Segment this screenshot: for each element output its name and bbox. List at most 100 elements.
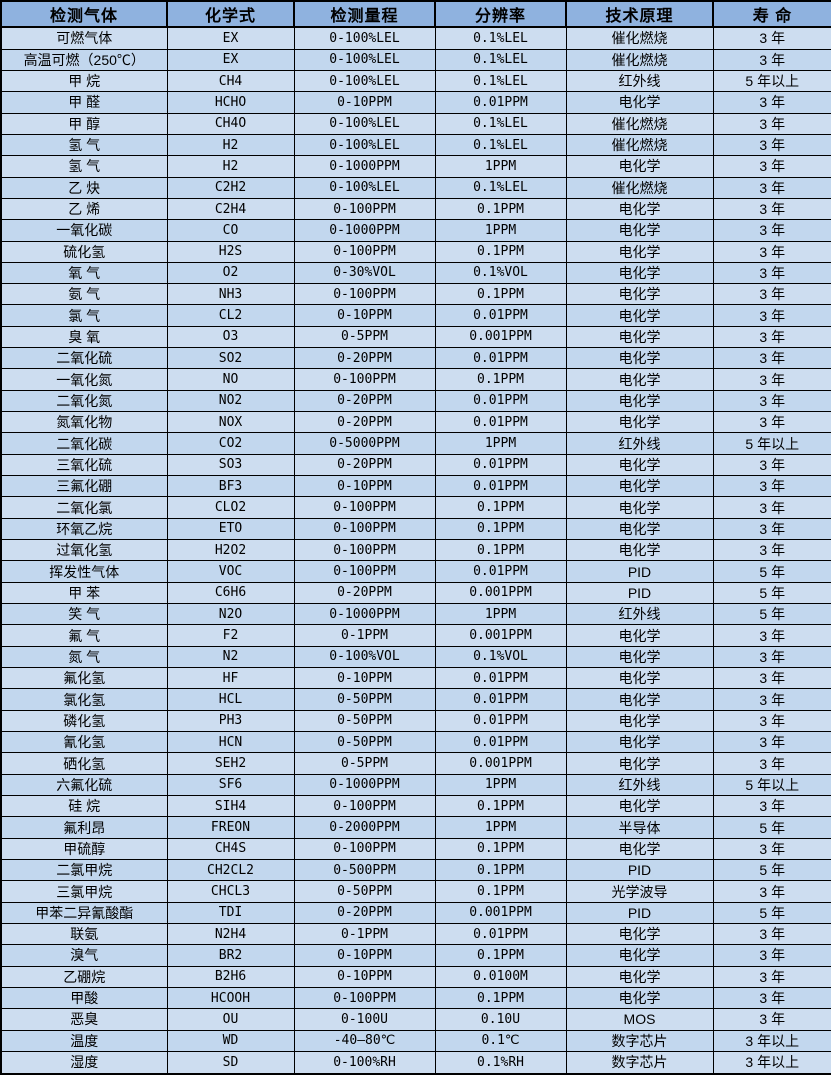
cell-lifespan: 3 年 xyxy=(712,539,831,562)
cell-lifespan: 3 年 xyxy=(712,795,831,818)
table-row: 氟利昂 FREON 0-2000PPM 1PPM 半导体 5 年 xyxy=(0,816,831,839)
cell-principle: 电化学 xyxy=(565,411,714,434)
cell-resolution: 0.001PPM xyxy=(434,752,567,775)
cell-lifespan: 3 年 xyxy=(712,880,831,903)
cell-principle: 电化学 xyxy=(565,837,714,861)
table-row: 三氟化硼 BF3 0-10PPM 0.01PPM 电化学 3 年 xyxy=(0,475,831,498)
cell-formula: EX xyxy=(166,48,295,71)
table-row: 乙硼烷 B2H6 0-10PPM 0.0100M 电化学 3 年 xyxy=(0,965,831,988)
table-row: 溴气 BR2 0-10PPM 0.1PPM 电化学 3 年 xyxy=(0,944,831,967)
cell-range: 0-1000PPM xyxy=(293,603,436,626)
cell-range: 0-100PPM xyxy=(293,197,436,221)
cell-principle: 红外线 xyxy=(565,432,714,455)
cell-range: 0-100PPM xyxy=(293,496,436,519)
cell-principle: 催化燃烧 xyxy=(565,48,714,71)
cell-gas: 温度 xyxy=(0,1029,168,1052)
cell-resolution: 1PPM xyxy=(434,155,567,178)
cell-lifespan: 5 年 xyxy=(712,859,831,882)
table-row: 甲 醛 HCHO 0-10PPM 0.01PPM 电化学 3 年 xyxy=(0,91,831,114)
cell-resolution: 0.01PPM xyxy=(434,731,567,754)
cell-principle: 红外线 xyxy=(565,69,714,93)
table-row: 甲 烷 CH4 0-100%LEL 0.1%LEL 红外线 5 年以上 xyxy=(0,69,831,93)
table-row: 三氯甲烷 CHCL3 0-50PPM 0.1PPM 光学波导 3 年 xyxy=(0,880,831,903)
cell-principle: 电化学 xyxy=(565,155,714,178)
cell-lifespan: 3 年 xyxy=(712,475,831,498)
cell-range: 0-50PPM xyxy=(293,709,436,733)
cell-formula: O2 xyxy=(166,261,295,285)
cell-lifespan: 3 年 xyxy=(712,240,831,263)
table-row: 硫化氢 H2S 0-100PPM 0.1PPM 电化学 3 年 xyxy=(0,240,831,263)
cell-principle: 电化学 xyxy=(565,453,714,477)
table-row: 二氧化氯 CLO2 0-100PPM 0.1PPM 电化学 3 年 xyxy=(0,496,831,519)
cell-range: 0-50PPM xyxy=(293,688,436,711)
table-row: 一氧化氮 NO 0-100PPM 0.1PPM 电化学 3 年 xyxy=(0,368,831,391)
cell-formula: CO xyxy=(166,219,295,242)
table-row: 一氧化碳 CO 0-1000PPM 1PPM 电化学 3 年 xyxy=(0,219,831,242)
cell-gas: 六氟化硫 xyxy=(0,773,168,797)
cell-resolution: 1PPM xyxy=(434,773,567,797)
cell-formula: HCN xyxy=(166,731,295,754)
header-cell-lifespan: 寿 命 xyxy=(712,0,831,28)
cell-resolution: 0.1PPM xyxy=(434,986,567,1010)
cell-resolution: 1PPM xyxy=(434,816,567,839)
cell-range: 0-100%VOL xyxy=(293,645,436,669)
cell-lifespan: 5 年 xyxy=(712,603,831,626)
cell-resolution: 0.1%VOL xyxy=(434,261,567,285)
cell-range: 0-100PPM xyxy=(293,368,436,391)
table-row: 氟化氢 HF 0-10PPM 0.01PPM 电化学 3 年 xyxy=(0,667,831,690)
cell-range: 0-100%LEL xyxy=(293,69,436,93)
cell-formula: FREON xyxy=(166,816,295,839)
cell-resolution: 0.1%LEL xyxy=(434,48,567,71)
cell-formula: SIH4 xyxy=(166,795,295,818)
cell-formula: SEH2 xyxy=(166,752,295,775)
cell-formula: CH4S xyxy=(166,837,295,861)
cell-principle: 催化燃烧 xyxy=(565,133,714,157)
cell-formula: SF6 xyxy=(166,773,295,797)
cell-lifespan: 3 年以上 xyxy=(712,1029,831,1052)
cell-lifespan: 3 年 xyxy=(712,347,831,370)
cell-formula: H2 xyxy=(166,155,295,178)
cell-range: 0-100PPM xyxy=(293,986,436,1010)
cell-formula: TDI xyxy=(166,901,295,925)
cell-principle: 电化学 xyxy=(565,197,714,221)
cell-formula: CLO2 xyxy=(166,496,295,519)
cell-principle: 电化学 xyxy=(565,304,714,327)
cell-lifespan: 3 年 xyxy=(712,645,831,669)
cell-gas: 甲酸 xyxy=(0,986,168,1010)
cell-resolution: 0.1PPM xyxy=(434,368,567,391)
cell-gas: 甲 烷 xyxy=(0,69,168,93)
cell-lifespan: 3 年 xyxy=(712,944,831,967)
cell-gas: 硒化氢 xyxy=(0,752,168,775)
header-cell-range: 检测量程 xyxy=(293,0,436,28)
table-row: 甲硫醇 CH4S 0-100PPM 0.1PPM 电化学 3 年 xyxy=(0,837,831,861)
cell-resolution: 1PPM xyxy=(434,432,567,455)
cell-lifespan: 3 年 xyxy=(712,624,831,647)
cell-resolution: 0.01PPM xyxy=(434,475,567,498)
cell-range: 0-100%LEL xyxy=(293,176,436,199)
cell-lifespan: 5 年 xyxy=(712,581,831,605)
cell-resolution: 0.1%LEL xyxy=(434,69,567,93)
table-row: 硒化氢 SEH2 0-5PPM 0.001PPM 电化学 3 年 xyxy=(0,752,831,775)
table-row: 二氧化氮 NO2 0-20PPM 0.01PPM 电化学 3 年 xyxy=(0,389,831,413)
cell-principle: 电化学 xyxy=(565,283,714,306)
cell-lifespan: 3 年 xyxy=(712,368,831,391)
cell-principle: 光学波导 xyxy=(565,880,714,903)
cell-formula: N2H4 xyxy=(166,922,295,946)
cell-gas: 一氧化氮 xyxy=(0,368,168,391)
cell-formula: SO3 xyxy=(166,453,295,477)
cell-lifespan: 3 年 xyxy=(712,837,831,861)
cell-lifespan: 3 年 xyxy=(712,453,831,477)
cell-range: 0-100%LEL xyxy=(293,112,436,135)
cell-gas: 乙 炔 xyxy=(0,176,168,199)
table-row: 高温可燃（250℃） EX 0-100%LEL 0.1%LEL 催化燃烧 3 年 xyxy=(0,48,831,71)
table-row: 氮氧化物 NOX 0-20PPM 0.01PPM 电化学 3 年 xyxy=(0,411,831,434)
table-row: 恶臭 OU 0-100U 0.10U MOS 3 年 xyxy=(0,1008,831,1031)
cell-range: 0-100PPM xyxy=(293,240,436,263)
cell-principle: 电化学 xyxy=(565,965,714,988)
cell-resolution: 0.01PPM xyxy=(434,667,567,690)
cell-gas: 过氧化氢 xyxy=(0,539,168,562)
cell-range: 0-1PPM xyxy=(293,922,436,946)
cell-resolution: 0.1PPM xyxy=(434,880,567,903)
cell-principle: 电化学 xyxy=(565,709,714,733)
